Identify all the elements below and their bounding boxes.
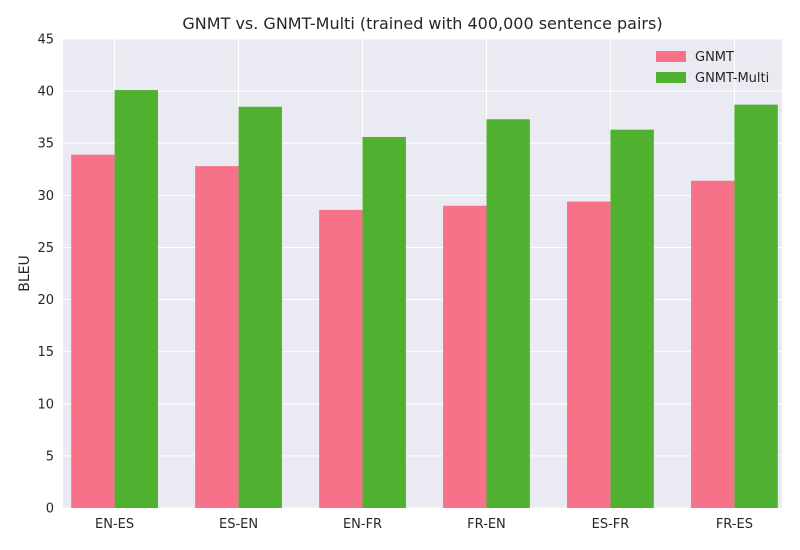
y-axis-ticks: 0 5 10 15 20 25 30 35 40 45 xyxy=(37,33,54,517)
bar-gnmt-multi-fr-en xyxy=(486,119,530,509)
bar-gnmt-multi-en-es xyxy=(114,90,158,509)
legend: GNMT GNMT-Multi xyxy=(656,50,769,86)
y-tick-label: 5 xyxy=(46,449,54,464)
bar-gnmt-es-fr xyxy=(567,201,611,508)
x-tick-label: FR-EN xyxy=(467,517,506,532)
bar-gnmt-fr-en xyxy=(443,205,487,508)
y-tick-label: 10 xyxy=(37,397,54,412)
chart-title: GNMT vs. GNMT-Multi (trained with 400,00… xyxy=(182,14,662,33)
bars xyxy=(71,90,778,509)
y-tick-label: 25 xyxy=(37,241,54,256)
legend-swatch xyxy=(656,72,686,83)
y-tick-label: 45 xyxy=(37,33,54,48)
x-tick-label: EN-FR xyxy=(343,517,382,532)
bar-gnmt-en-fr xyxy=(319,209,363,508)
y-tick-label: 20 xyxy=(37,293,54,308)
x-axis-ticks: EN-ES ES-EN EN-FR FR-EN ES-FR FR-ES xyxy=(95,517,753,532)
y-tick-label: 0 xyxy=(46,502,54,517)
bar-gnmt-fr-es xyxy=(691,180,735,508)
bar-gnmt-en-es xyxy=(71,154,115,509)
y-tick-label: 35 xyxy=(37,137,54,152)
y-tick-label: 30 xyxy=(37,189,54,204)
y-tick-label: 40 xyxy=(37,85,54,100)
x-tick-label: ES-FR xyxy=(592,517,630,532)
y-tick-label: 15 xyxy=(37,345,54,360)
bar-gnmt-es-en xyxy=(195,166,239,508)
x-tick-label: ES-EN xyxy=(219,517,258,532)
bar-gnmt-multi-es-fr xyxy=(610,129,654,508)
bar-gnmt-multi-fr-es xyxy=(734,104,778,508)
plot-area xyxy=(63,39,782,508)
x-tick-label: EN-ES xyxy=(95,517,134,532)
legend-label: GNMT xyxy=(695,50,734,65)
bar-gnmt-multi-en-fr xyxy=(362,136,406,509)
legend-swatch xyxy=(656,51,686,62)
y-axis-label: BLEU xyxy=(17,255,33,292)
x-tick-label: FR-ES xyxy=(716,517,753,532)
legend-label: GNMT-Multi xyxy=(695,71,769,86)
bar-gnmt-multi-es-en xyxy=(238,106,282,508)
